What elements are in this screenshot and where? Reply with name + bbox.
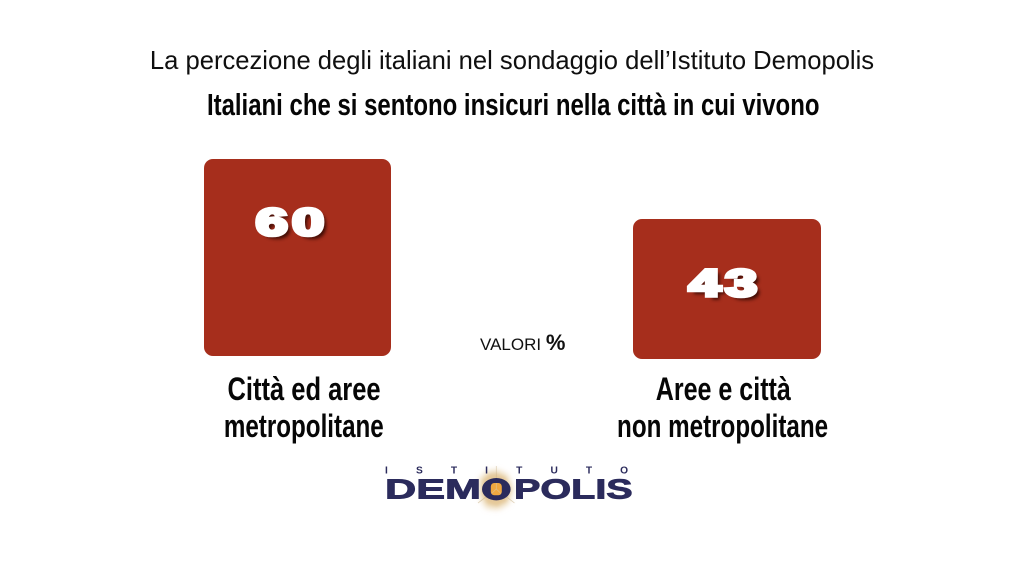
svg-text:POLIS: POLIS [514,473,633,504]
svg-text:DEM: DEM [385,473,481,504]
